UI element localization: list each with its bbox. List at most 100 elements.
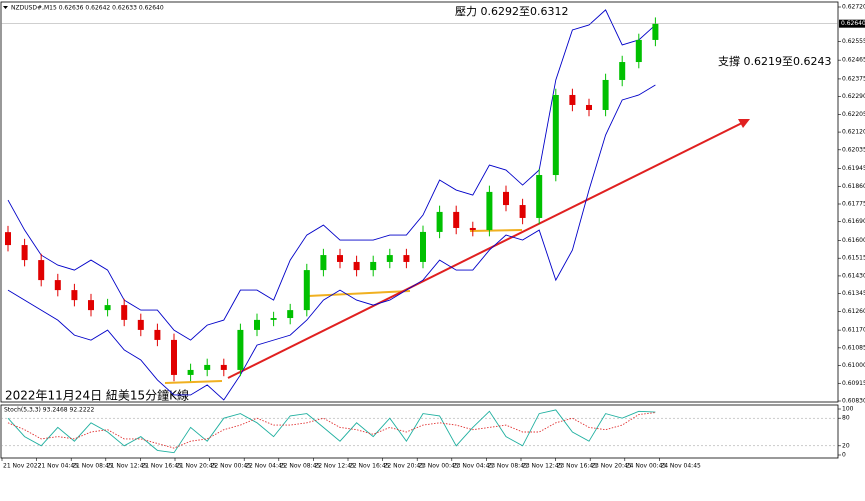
candle-body bbox=[536, 175, 543, 218]
y-tick-label: 0.61345 bbox=[842, 290, 865, 297]
candle-body bbox=[171, 339, 177, 375]
y-tick-label: 0.61260 bbox=[842, 308, 865, 315]
y-tick-label: 0.62555 bbox=[842, 38, 865, 45]
candle-body bbox=[104, 305, 111, 311]
candle-body bbox=[436, 211, 443, 232]
candle-body bbox=[38, 260, 45, 281]
marks: 0.62720 0.62555 0.62465 0.62375 0.62290 0.622… bbox=[1, 4, 865, 470]
candle-body bbox=[403, 255, 410, 262]
y-tick-label: 0.61690 bbox=[842, 218, 865, 225]
candle-body bbox=[519, 205, 526, 218]
candle-body bbox=[503, 191, 509, 206]
y-tick-label: 0.60830 bbox=[842, 398, 865, 405]
candle-body bbox=[386, 255, 393, 262]
support-line bbox=[164, 380, 223, 384]
y-tick-label: 0.61775 bbox=[842, 201, 865, 208]
trend-arrow bbox=[738, 119, 750, 128]
chart-caption: 2022年11月24日 紐美15分鐘K線 bbox=[5, 388, 189, 403]
x-tick-label: 22 Nov 16:45 bbox=[349, 463, 390, 470]
candle-body bbox=[254, 319, 260, 330]
last-price-label: 0.62640 bbox=[841, 20, 865, 27]
x-tick-label: 23 Nov 04:45 bbox=[453, 463, 494, 470]
candle-body bbox=[320, 255, 327, 271]
candle-body bbox=[370, 261, 377, 271]
candle-body bbox=[469, 227, 476, 231]
y-tick-label: 0.61515 bbox=[842, 255, 865, 262]
x-tick-label: 24 Nov 04:45 bbox=[660, 463, 701, 470]
candle-body bbox=[121, 305, 128, 320]
y-tick-label: 0.60915 bbox=[842, 380, 865, 387]
candle-body bbox=[303, 270, 310, 311]
candle-body bbox=[486, 191, 493, 231]
x-tick-label: 24 Nov 00:45 bbox=[626, 463, 667, 470]
candle-body bbox=[569, 94, 576, 105]
y-tick-label: 100 bbox=[842, 406, 854, 413]
resistance-note: 壓力 0.6292至0.6312 bbox=[455, 5, 568, 18]
y-tick-label: 0.62205 bbox=[842, 111, 865, 118]
candle-body bbox=[420, 231, 426, 262]
y-tick-label: 0.62035 bbox=[842, 146, 865, 153]
stoch-title: Stoch(5,3,3) 93.2468 92.2222 bbox=[4, 407, 95, 414]
stoch-line bbox=[7, 412, 656, 449]
x-tick-label: 21 Nov 16:45 bbox=[141, 463, 182, 470]
candle-body bbox=[5, 232, 11, 246]
support-note: 支撐 0.6219至0.6243 bbox=[718, 54, 831, 68]
y-tick-label: 0.62720 bbox=[842, 4, 865, 11]
x-tick-label: 21 Nov 04:45 bbox=[38, 463, 79, 470]
x-tick-label: 22 Nov 12:45 bbox=[314, 463, 355, 470]
x-tick-label: 22 Nov 00:45 bbox=[211, 463, 252, 470]
last-price-box bbox=[839, 19, 865, 28]
candle-body bbox=[453, 211, 460, 228]
x-tick-label: 22 Nov 08:45 bbox=[280, 463, 321, 470]
band-lower bbox=[7, 84, 656, 401]
x-tick-label: 21 Nov 2022 bbox=[3, 463, 42, 470]
candle-body bbox=[602, 79, 609, 110]
candle-body bbox=[619, 62, 626, 80]
y-tick-label: 0.61170 bbox=[842, 327, 865, 334]
x-tick-label: 23 Nov 00:45 bbox=[418, 463, 459, 470]
x-tick-label: 21 Nov 12:45 bbox=[107, 463, 148, 470]
candle-body bbox=[154, 329, 161, 340]
candle-body bbox=[287, 310, 294, 319]
candle-body bbox=[337, 255, 343, 262]
chart-title: NZDUSD#,M15 0.62636 0.62642 0.62633 0.62… bbox=[11, 5, 164, 12]
y-tick-label: 0.62465 bbox=[842, 57, 865, 64]
x-tick-label: 21 Nov 08:45 bbox=[72, 463, 113, 470]
y-tick-label: 0.61945 bbox=[842, 165, 865, 172]
stoch-frame bbox=[0, 404, 839, 459]
y-tick-label: 80 bbox=[842, 415, 850, 422]
candle-body bbox=[220, 364, 227, 370]
candle-body bbox=[237, 329, 244, 370]
candle-body bbox=[204, 364, 211, 370]
candle-body bbox=[21, 245, 28, 261]
x-tick-label: 22 Nov 04:45 bbox=[245, 463, 286, 470]
candle-body bbox=[586, 104, 592, 110]
y-tick-label: 0.61000 bbox=[842, 362, 865, 369]
candle-body bbox=[71, 290, 78, 301]
y-tick-label: 0 bbox=[842, 452, 846, 459]
y-tick-label: 20 bbox=[842, 442, 850, 449]
x-tick-label: 23 Nov 08:45 bbox=[487, 463, 528, 470]
candle-body bbox=[187, 369, 194, 375]
symbol-icon bbox=[3, 6, 8, 9]
candle-body bbox=[635, 39, 642, 63]
candle-body bbox=[270, 318, 277, 320]
candle-body bbox=[88, 300, 94, 311]
y-tick-label: 0.62290 bbox=[842, 93, 865, 100]
candle-body bbox=[54, 280, 61, 291]
x-tick-label: 23 Nov 16:45 bbox=[557, 463, 598, 470]
support-line bbox=[307, 290, 411, 297]
x-tick-label: 23 Nov 12:45 bbox=[522, 463, 563, 470]
y-tick-label: 0.62120 bbox=[842, 129, 865, 136]
y-tick-label: 0.61085 bbox=[842, 344, 865, 351]
y-tick-label: 0.61860 bbox=[842, 183, 865, 190]
x-tick-label: 23 Nov 20:45 bbox=[591, 463, 632, 470]
candle-body bbox=[652, 23, 659, 40]
stoch-line bbox=[7, 409, 656, 454]
x-tick-label: 22 Nov 20:45 bbox=[384, 463, 425, 470]
band-upper bbox=[7, 9, 656, 341]
support-line bbox=[469, 229, 523, 232]
y-tick-label: 0.62375 bbox=[842, 75, 865, 82]
